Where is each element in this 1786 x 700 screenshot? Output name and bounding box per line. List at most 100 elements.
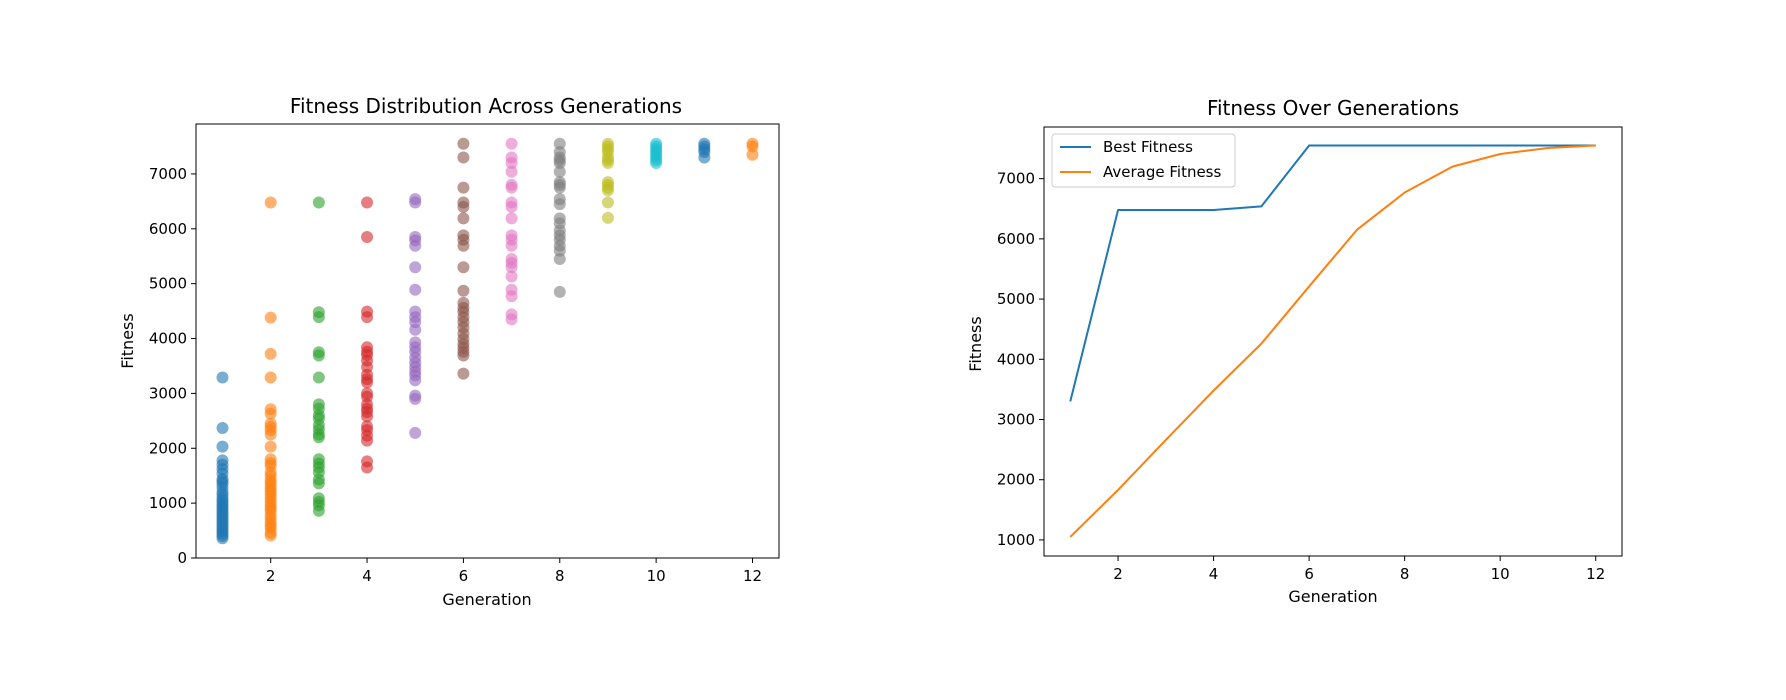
scatter-point bbox=[457, 367, 470, 380]
scatter-point bbox=[505, 270, 518, 283]
scatter-point bbox=[553, 181, 566, 194]
scatter-y-tick-label: 0 bbox=[177, 549, 187, 567]
scatter-point bbox=[650, 156, 663, 169]
scatter-y-tick-label: 1000 bbox=[149, 494, 187, 512]
scatter-point bbox=[264, 428, 277, 441]
scatter-point bbox=[312, 371, 325, 384]
scatter-point bbox=[312, 431, 325, 444]
line-x-tick-label: 10 bbox=[1491, 565, 1510, 583]
scatter-point bbox=[409, 261, 422, 274]
scatter-point bbox=[505, 313, 518, 326]
scatter-y-tick-label: 4000 bbox=[149, 330, 187, 348]
line-x-tick-label: 6 bbox=[1304, 565, 1314, 583]
legend-label-average: Average Fitness bbox=[1103, 163, 1222, 181]
scatter-chart-title: Fitness Distribution Across Generations bbox=[290, 94, 682, 118]
scatter-x-axis-label: Generation bbox=[442, 590, 531, 609]
scatter-point bbox=[601, 184, 614, 197]
scatter-point bbox=[312, 477, 325, 490]
scatter-point bbox=[409, 283, 422, 296]
scatter-point bbox=[505, 212, 518, 225]
scatter-point bbox=[553, 285, 566, 298]
scatter-point bbox=[505, 156, 518, 169]
scatter-point bbox=[505, 200, 518, 213]
scatter-points bbox=[216, 137, 759, 545]
scatter-point bbox=[409, 323, 422, 336]
scatter-x-tick-label: 2 bbox=[266, 567, 276, 585]
scatter-x-tick-label: 4 bbox=[362, 567, 372, 585]
scatter-point bbox=[361, 231, 374, 244]
scatter-y-tick-label: 2000 bbox=[149, 439, 187, 457]
scatter-point bbox=[505, 165, 518, 178]
scatter-y-axis-label: Fitness bbox=[118, 313, 137, 368]
scatter-point bbox=[553, 165, 566, 178]
line-x-tick-label: 12 bbox=[1586, 565, 1605, 583]
scatter-point bbox=[264, 371, 277, 384]
scatter-point bbox=[264, 196, 277, 209]
scatter-point bbox=[553, 156, 566, 169]
scatter-point bbox=[216, 532, 229, 545]
scatter-point bbox=[312, 196, 325, 209]
scatter-point bbox=[361, 461, 374, 474]
scatter-point bbox=[264, 407, 277, 420]
scatter-y-tick-label: 3000 bbox=[149, 384, 187, 402]
scatter-point bbox=[553, 252, 566, 265]
line-chart-title: Fitness Over Generations bbox=[1207, 96, 1459, 120]
scatter-point bbox=[409, 426, 422, 439]
line-x-tick-label: 4 bbox=[1209, 565, 1219, 583]
scatter-point bbox=[457, 212, 470, 225]
scatter-point bbox=[746, 148, 759, 161]
scatter-point bbox=[312, 311, 325, 324]
scatter-point bbox=[264, 347, 277, 360]
series-line-average-fitness bbox=[1069, 144, 1596, 538]
scatter-point bbox=[264, 529, 277, 542]
scatter-x-tick-label: 8 bbox=[555, 567, 565, 585]
line-x-tick-label: 2 bbox=[1113, 565, 1123, 583]
scatter-x-tick-label: 10 bbox=[647, 567, 666, 585]
scatter-y-tick-label: 6000 bbox=[149, 220, 187, 238]
scatter-point bbox=[505, 290, 518, 303]
scatter-point bbox=[601, 196, 614, 209]
line-y-tick-label: 1000 bbox=[997, 531, 1035, 549]
scatter-point bbox=[264, 311, 277, 324]
scatter-plot-frame bbox=[195, 123, 780, 559]
line-y-tick-label: 5000 bbox=[997, 290, 1035, 308]
scatter-point bbox=[457, 261, 470, 274]
line-y-tick-label: 2000 bbox=[997, 471, 1035, 489]
scatter-point bbox=[457, 137, 470, 150]
scatter-point bbox=[457, 349, 470, 362]
line-y-tick-label: 4000 bbox=[997, 350, 1035, 368]
line-chart: Fitness Over Generations 2 4 6 8 10 12 1000 200… bbox=[966, 96, 1623, 606]
line-series bbox=[1069, 144, 1596, 538]
scatter-point bbox=[457, 151, 470, 164]
line-y-tick-label: 3000 bbox=[997, 411, 1035, 429]
scatter-point bbox=[553, 198, 566, 211]
scatter-point bbox=[746, 140, 759, 153]
scatter-point bbox=[361, 196, 374, 209]
line-x-tick-label: 8 bbox=[1400, 565, 1410, 583]
scatter-point bbox=[553, 244, 566, 257]
scatter-point bbox=[264, 440, 277, 453]
scatter-point bbox=[361, 311, 374, 324]
legend-label-best: Best Fitness bbox=[1103, 138, 1193, 156]
scatter-point bbox=[216, 421, 229, 434]
line-y-axis-label: Fitness bbox=[966, 316, 985, 371]
scatter-point bbox=[312, 504, 325, 517]
scatter-x-tick-label: 12 bbox=[743, 567, 762, 585]
scatter-point bbox=[457, 284, 470, 297]
scatter-point bbox=[457, 181, 470, 194]
line-y-tick-label: 6000 bbox=[997, 230, 1035, 248]
legend-box bbox=[1051, 133, 1236, 188]
scatter-x-tick-label: 6 bbox=[459, 567, 469, 585]
scatter-chart: Fitness Distribution Across Generations … bbox=[118, 94, 780, 609]
scatter-point bbox=[553, 137, 566, 150]
legend: Best Fitness Average Fitness bbox=[1051, 133, 1236, 188]
scatter-point bbox=[505, 181, 518, 194]
scatter-point bbox=[216, 440, 229, 453]
line-y-tick-label: 7000 bbox=[997, 170, 1035, 188]
scatter-point bbox=[457, 239, 470, 252]
scatter-point bbox=[361, 434, 374, 447]
scatter-point bbox=[216, 371, 229, 384]
scatter-point bbox=[505, 261, 518, 274]
scatter-point bbox=[409, 239, 422, 252]
